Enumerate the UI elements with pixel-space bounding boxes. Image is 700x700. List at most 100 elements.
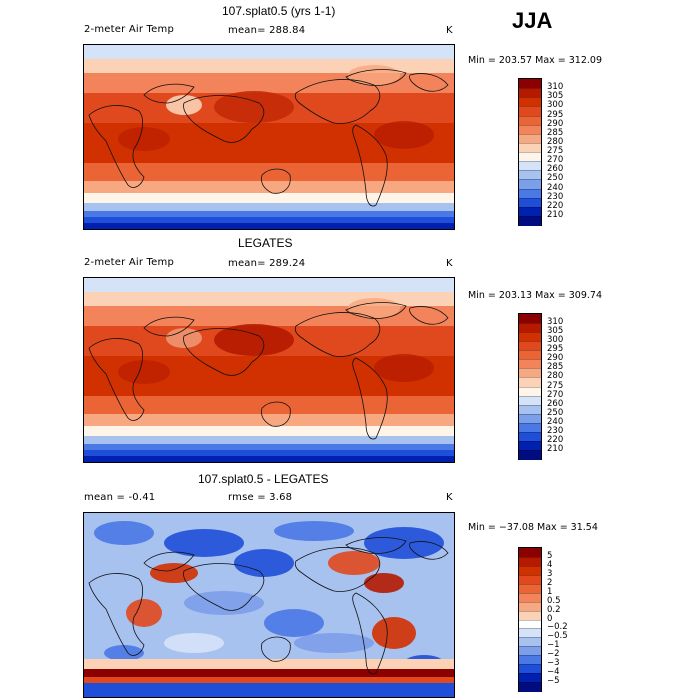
colorbar-tick-label: 220: [547, 434, 564, 445]
colorbar-tick-label: 275: [547, 380, 564, 391]
colorbar-swatch: [519, 377, 541, 387]
colorbar-swatch: [519, 413, 541, 424]
colorbar-swatch: [519, 142, 541, 153]
colorbar-swatch: [519, 188, 541, 199]
colorbar-tick-label: 280: [547, 136, 564, 147]
colorbar-tick-label: 305: [547, 91, 564, 102]
colorbar-swatch: [519, 682, 541, 692]
colorbar: [518, 313, 542, 460]
colorbar-tick-label: 310: [547, 82, 564, 93]
colorbar-tick-label: 300: [547, 335, 564, 346]
colorbar-swatch: [519, 655, 541, 665]
colorbar-tick-label: 1: [547, 586, 553, 597]
colorbar-swatch: [519, 637, 541, 647]
colorbar-swatch: [519, 106, 541, 116]
colorbar-swatch: [519, 133, 541, 144]
colorbar-swatch: [519, 592, 541, 603]
panel-title: 107.splat0.5 (yrs 1-1): [222, 4, 336, 18]
rmse-label: rmse = 3.68: [228, 492, 293, 503]
colorbar-swatch: [519, 115, 541, 126]
colorbar-tick-label: −3: [547, 658, 560, 669]
colorbar-tick-label: 210: [547, 443, 564, 454]
colorbar-tick-label: −5: [547, 676, 560, 687]
colorbar-tick-label: 240: [547, 182, 564, 193]
colorbar-tick-label: 250: [547, 407, 564, 418]
colorbar-tick-label: 280: [547, 371, 564, 382]
colorbar-tick-label: 260: [547, 398, 564, 409]
colorbar-swatch: [519, 179, 541, 189]
minmax-label: Min = 203.57 Max = 312.09: [468, 55, 602, 66]
colorbar-tick-label: 3: [547, 568, 553, 579]
mean-label: mean= 289.24: [228, 258, 306, 269]
colorbar-swatch: [519, 440, 541, 451]
colorbar-tick-label: 230: [547, 425, 564, 436]
colorbar-swatch: [519, 350, 541, 360]
minmax-label: Min = 203.13 Max = 309.74: [468, 290, 602, 301]
colorbar-tick-label: 260: [547, 164, 564, 175]
colorbar-swatch: [519, 565, 541, 576]
colorbar-swatch: [519, 619, 541, 629]
colorbar-swatch: [519, 97, 541, 107]
colorbar-tick-label: 295: [547, 109, 564, 120]
colorbar-swatch: [519, 449, 541, 460]
colorbar-tick-label: −4: [547, 667, 560, 678]
colorbar-tick-label: 2: [547, 577, 553, 588]
units-label: K: [446, 258, 453, 269]
colorbar-tick-label: 220: [547, 200, 564, 211]
colorbar-tick-label: 0.5: [547, 595, 561, 606]
mean-label: mean= 288.84: [228, 25, 306, 36]
units-label: K: [446, 25, 453, 36]
colorbar-tick-label: −0.2: [547, 622, 568, 633]
colorbar-swatch: [519, 583, 541, 594]
panel-title: LEGATES: [238, 236, 293, 250]
colorbar-swatch: [519, 161, 541, 171]
colorbar-tick-label: 310: [547, 317, 564, 328]
colorbar-swatch: [519, 431, 541, 442]
colorbar-swatch: [519, 646, 541, 656]
colorbar-swatch: [519, 404, 541, 415]
colorbar: [518, 78, 542, 226]
map-image: [84, 513, 454, 697]
colorbar-swatch: [519, 548, 541, 558]
colorbar-tick-label: 5: [547, 550, 553, 561]
colorbar-tick-label: 290: [547, 353, 564, 364]
colorbar-tick-label: 210: [547, 209, 564, 220]
colorbar-swatch: [519, 332, 541, 342]
colorbar-swatch: [519, 368, 541, 378]
colorbar-tick-label: 240: [547, 416, 564, 427]
colorbar-swatch: [519, 601, 541, 612]
colorbar-swatch: [519, 556, 541, 567]
colorbar-swatch: [519, 628, 541, 638]
colorbar-swatch: [519, 124, 541, 135]
colorbar-tick-label: 295: [547, 344, 564, 355]
colorbar-tick-label: 0.2: [547, 604, 561, 615]
colorbar-tick-label: 270: [547, 155, 564, 166]
colorbar-swatch: [519, 170, 541, 180]
variable-label: 2-meter Air Temp: [84, 257, 174, 268]
colorbar-tick-label: 0: [547, 613, 553, 624]
colorbar-swatch: [519, 422, 541, 433]
map-image: [84, 278, 454, 462]
colorbar-tick-label: −0.5: [547, 631, 568, 642]
colorbar-tick-label: 285: [547, 362, 564, 373]
colorbar-swatch: [519, 323, 541, 333]
colorbar-tick-label: 290: [547, 118, 564, 129]
colorbar-swatch: [519, 341, 541, 351]
colorbar-tick-label: 305: [547, 326, 564, 337]
colorbar-swatch: [519, 664, 541, 674]
colorbar-swatch: [519, 610, 541, 620]
colorbar-tick-label: 285: [547, 127, 564, 138]
colorbar-swatch: [519, 88, 541, 98]
season-label: JJA: [512, 8, 553, 33]
colorbar-swatch: [519, 359, 541, 369]
temperature-map: [83, 277, 455, 463]
colorbar-swatch: [519, 673, 541, 683]
units-label: K: [446, 492, 453, 503]
colorbar-tick-label: 230: [547, 191, 564, 202]
colorbar-tick-label: −2: [547, 649, 560, 660]
temperature-map: [83, 44, 455, 230]
minmax-label: Min = −37.08 Max = 31.54: [468, 522, 598, 533]
colorbar-tick-label: 270: [547, 389, 564, 400]
colorbar-swatch: [519, 79, 541, 89]
colorbar-tick-label: 300: [547, 100, 564, 111]
